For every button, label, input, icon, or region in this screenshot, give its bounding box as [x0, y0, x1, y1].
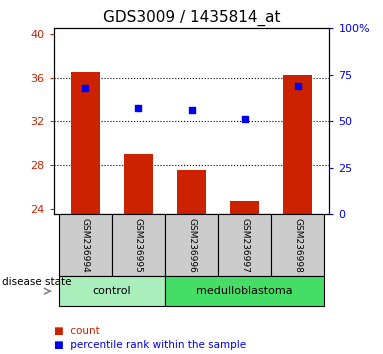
Point [82, 85, 88, 91]
Point [241, 116, 247, 122]
Bar [230, 200, 259, 214]
Title: GDS3009 / 1435814_at: GDS3009 / 1435814_at [103, 9, 280, 25]
Bar [71, 72, 100, 214]
Text: ■  count: ■ count [54, 326, 99, 336]
Point [188, 107, 195, 113]
Bar [177, 170, 206, 214]
Bar [112, 214, 165, 276]
Text: control: control [93, 286, 131, 296]
Text: GSM236995: GSM236995 [134, 218, 143, 273]
Text: disease state: disease state [2, 277, 71, 287]
Text: GSM236994: GSM236994 [81, 218, 90, 273]
Point [136, 105, 142, 111]
Bar [59, 276, 165, 306]
Point [295, 83, 301, 89]
Bar [218, 214, 271, 276]
Text: GSM236998: GSM236998 [293, 218, 302, 273]
Text: medulloblastoma: medulloblastoma [196, 286, 293, 296]
Bar [124, 154, 153, 214]
Bar [271, 214, 324, 276]
Bar [283, 75, 312, 214]
Bar [165, 276, 324, 306]
Text: GSM236997: GSM236997 [240, 218, 249, 273]
Bar [59, 214, 112, 276]
Text: GSM236996: GSM236996 [187, 218, 196, 273]
Text: ■  percentile rank within the sample: ■ percentile rank within the sample [54, 340, 246, 350]
Bar [165, 214, 218, 276]
